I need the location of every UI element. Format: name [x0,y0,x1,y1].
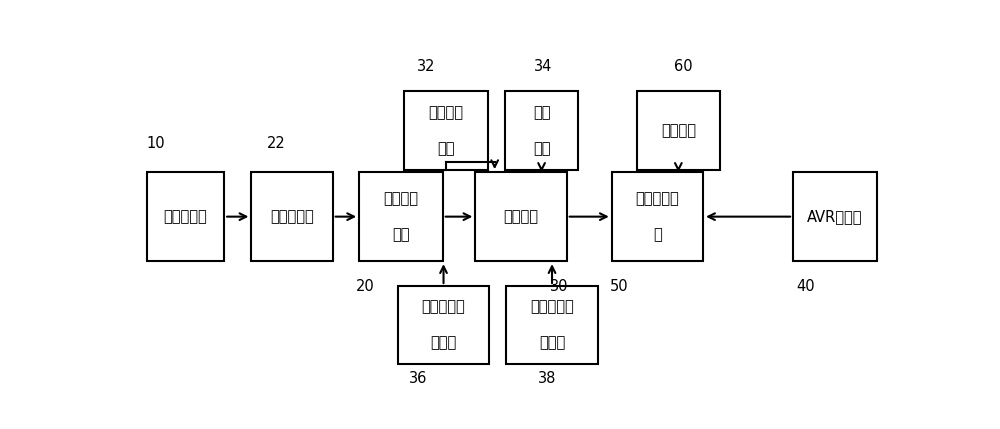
Text: 模块: 模块 [533,142,550,157]
Text: 模数转换: 模数转换 [383,191,418,206]
Bar [398,286,489,364]
Bar [251,172,333,261]
Text: 电源电压测: 电源电压测 [530,299,574,314]
Bar [359,172,443,261]
Bar [404,91,488,170]
Bar [793,172,877,261]
Text: 实时时钟: 实时时钟 [428,105,463,120]
Bar [506,286,598,364]
Text: 22: 22 [267,136,286,151]
Bar [637,91,720,170]
Text: 主控单元: 主控单元 [504,209,539,224]
Text: 存储: 存储 [533,105,550,120]
Text: 36: 36 [409,371,427,386]
Text: 加热探针: 加热探针 [661,123,696,138]
Text: 热脉冲加热: 热脉冲加热 [636,191,679,206]
Text: 茎流传感器: 茎流传感器 [164,209,207,224]
Text: 30: 30 [550,278,568,293]
Text: 电路: 电路 [437,142,455,157]
Text: 60: 60 [674,59,692,74]
Text: 50: 50 [610,278,629,293]
Bar [505,91,578,170]
Text: 38: 38 [538,371,557,386]
Text: 单元: 单元 [392,227,410,242]
Text: 量模块: 量模块 [539,335,565,350]
Bar [612,172,703,261]
Text: 差动放大器: 差动放大器 [270,209,314,224]
Text: 20: 20 [356,278,375,293]
Text: 环境温度测: 环境温度测 [422,299,465,314]
Bar [475,172,567,261]
Text: 32: 32 [416,59,435,74]
Text: 板: 板 [653,227,662,242]
Text: 10: 10 [147,136,165,151]
Text: 40: 40 [796,278,815,293]
Bar [147,172,224,261]
Text: 量模块: 量模块 [430,335,457,350]
Text: AVR单片机: AVR单片机 [807,209,863,224]
Text: 34: 34 [534,59,553,74]
